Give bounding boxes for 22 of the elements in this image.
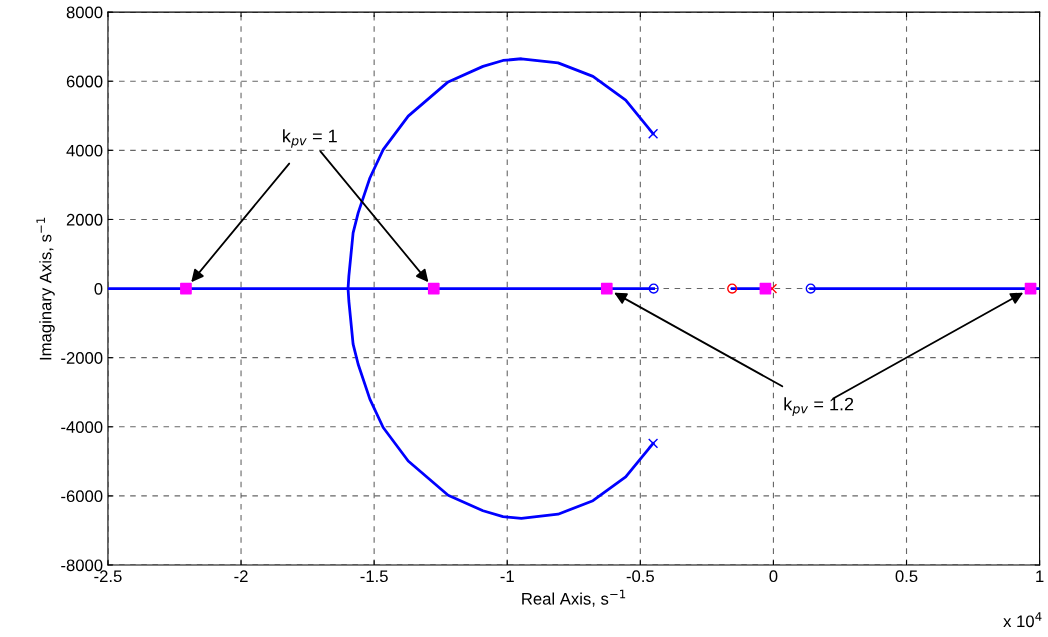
text: x 10$^{4}$ [1003, 612, 1042, 628]
y-axis-title: Imaginary Axis, s$^{−1}$ [36, 217, 55, 360]
x-tick-label: 0 [769, 570, 778, 583]
x-tick-label: 1 [1036, 570, 1044, 582]
y-tick-label: 0 [94, 282, 103, 295]
text: k$_{pv}$ = 1.2 [784, 397, 854, 416]
x-tick-label: -2.5 [94, 570, 122, 583]
y-tick-label: -8000 [61, 559, 103, 572]
x-tick-label: -0.5 [626, 570, 654, 583]
x-tick-label: -2 [234, 570, 248, 582]
y-tick-label: 2000 [66, 213, 103, 226]
y-tick-label: -2000 [61, 352, 103, 364]
y-tick-label: 4000 [66, 144, 103, 157]
y-tick-label: -6000 [61, 490, 103, 503]
y-tick-label: 6000 [66, 75, 103, 88]
y-tick-label: -4000 [61, 421, 103, 433]
y-tick-label: 8000 [66, 6, 103, 19]
x-tick-label: -1 [500, 570, 514, 582]
x-tick-label: -1.5 [360, 570, 388, 583]
x-axis-title: Real Axis, s$^{−1}$ [522, 589, 626, 607]
text: k$_{pv}$ = 1 [283, 129, 337, 148]
x-tick-label: 0.5 [895, 570, 918, 583]
